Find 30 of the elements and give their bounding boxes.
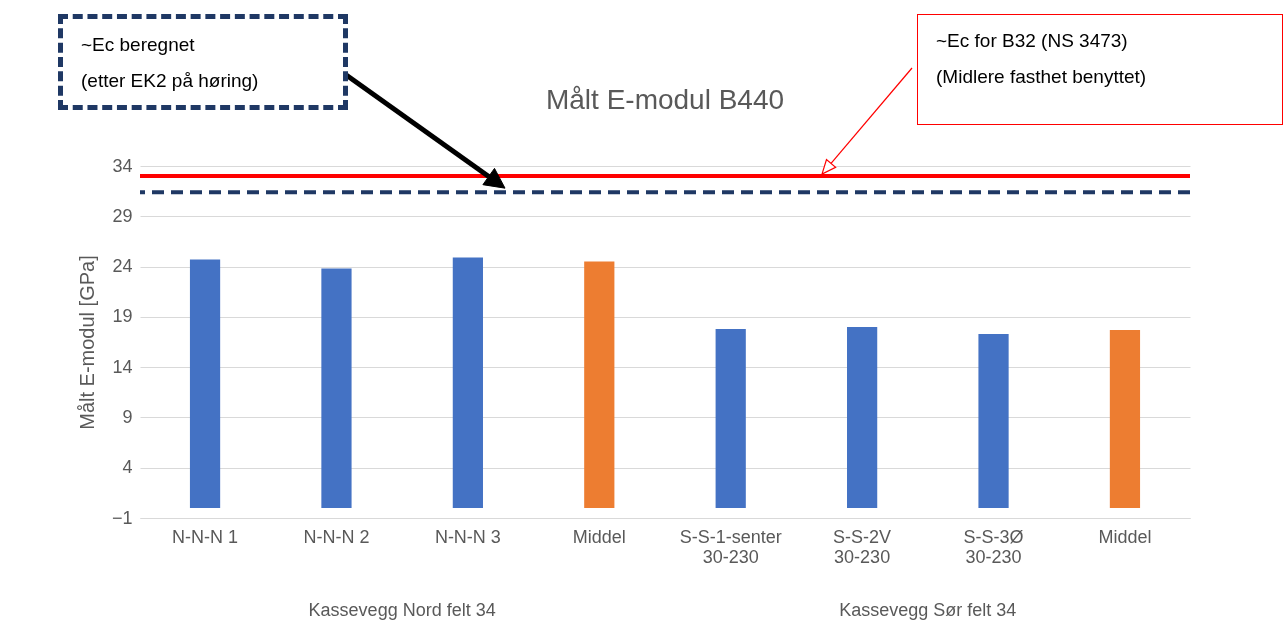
x-tick-label: Middel [1098,526,1152,547]
text: Kassevegg Nord felt 34 [308,600,496,621]
x-tick-label: N-N-N 1 [172,526,239,547]
bar [847,326,878,508]
x-tick-label: S-S-1-senter 30-230 [679,526,782,567]
bar [321,268,352,508]
y-tick-label: 14 [112,356,133,377]
bar [715,328,746,508]
bar [584,261,615,508]
text: ~Ec beregnet (etter EK2 på høring) [58,14,348,110]
y-tick-label: 34 [112,155,133,176]
bar [978,333,1009,508]
x-tick-label: N-N-N 3 [434,526,501,547]
bar [1109,329,1141,508]
y-axis-title: Målt E-modul [GPa] [75,255,98,430]
y-tick-label: 19 [112,306,133,327]
x-tick-label: S-S-2V 30-230 [833,526,892,567]
text: ~Ec for B32 (NS 3473) (Midlere fasthet benyttet) [917,14,1283,125]
x-tick-label: Middel [572,526,626,547]
y-tick-label: 29 [112,205,133,226]
x-tick-label: N-N-N 2 [303,526,370,547]
bar [189,259,221,508]
text: Kassevegg Sør felt 34 [839,600,1017,621]
bar [452,257,483,508]
y-tick-label: 4 [122,457,133,478]
y-tick-label: 9 [122,406,133,427]
x-tick-label: S-S-3Ø 30-230 [963,526,1024,567]
y-tick-label: 24 [112,256,133,277]
chart-title: Målt E-modul B440 [545,84,785,115]
y-tick-label: −1 [111,507,133,528]
